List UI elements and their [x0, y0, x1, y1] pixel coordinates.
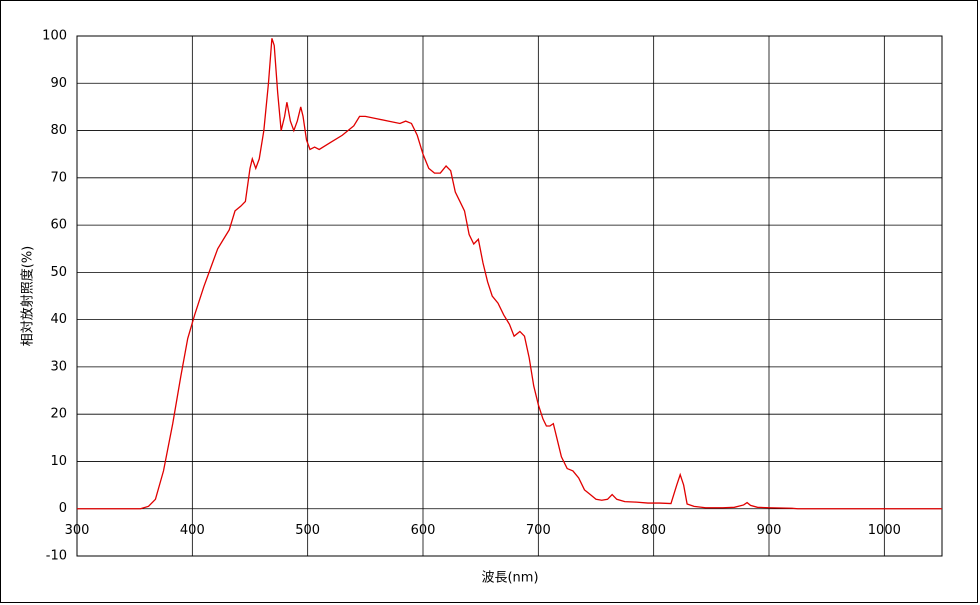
y-tick-label: 80 [50, 123, 67, 138]
plot-border [76, 35, 943, 557]
y-axis-label: 相対放射照度(%) [20, 246, 36, 347]
data-line [77, 38, 942, 510]
y-tick-label: 0 [59, 501, 67, 516]
y-tick-label: 60 [50, 218, 67, 233]
y-tick-label: 40 [50, 312, 67, 327]
x-axis-label: 波長(nm) [481, 571, 538, 586]
y-tick-label: 20 [50, 407, 67, 422]
y-tick-label: 90 [50, 76, 67, 91]
y-tick-label: 30 [50, 359, 67, 374]
y-tick-label: -10 [46, 549, 67, 564]
y-tick-label: 10 [50, 454, 67, 469]
y-tick-label: 70 [50, 170, 67, 185]
y-tick-label: 100 [42, 29, 67, 44]
y-tick-label: 50 [50, 265, 67, 280]
